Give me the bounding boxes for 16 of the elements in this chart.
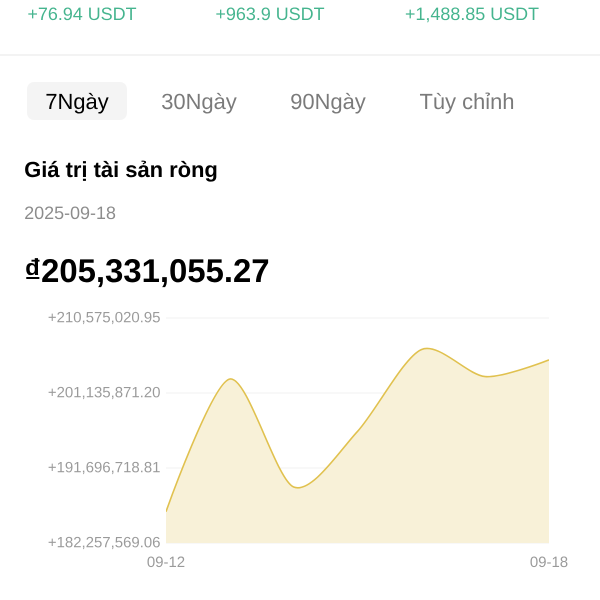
- text: +963.9 USDT: [216, 7, 324, 20]
- y-tick-label: +210,575,020.95: [48, 312, 160, 324]
- x-tick-label: 09-12: [147, 556, 184, 568]
- x-tick-label: 09-18: [530, 556, 568, 568]
- chart-title: Giá trị tài sản ròng: [25, 160, 216, 182]
- text: +1,488.85 USDT: [406, 7, 539, 22]
- text: ₫205,331,055.27: [26, 258, 268, 288]
- text: 90Ngày: [291, 92, 366, 114]
- text: Tùy chỉnh: [420, 92, 514, 114]
- chart-subtitle: 2025-09-18: [25, 206, 116, 220]
- y-tick-label: +182,257,569.06: [48, 536, 160, 550]
- text: 7Ngày: [46, 92, 109, 114]
- text: +76.94 USDT: [28, 7, 136, 20]
- y-tick-label: +191,696,718.81: [48, 462, 160, 474]
- text: 30Ngày: [162, 92, 237, 114]
- y-tick-label: +201,135,871.20: [48, 386, 160, 400]
